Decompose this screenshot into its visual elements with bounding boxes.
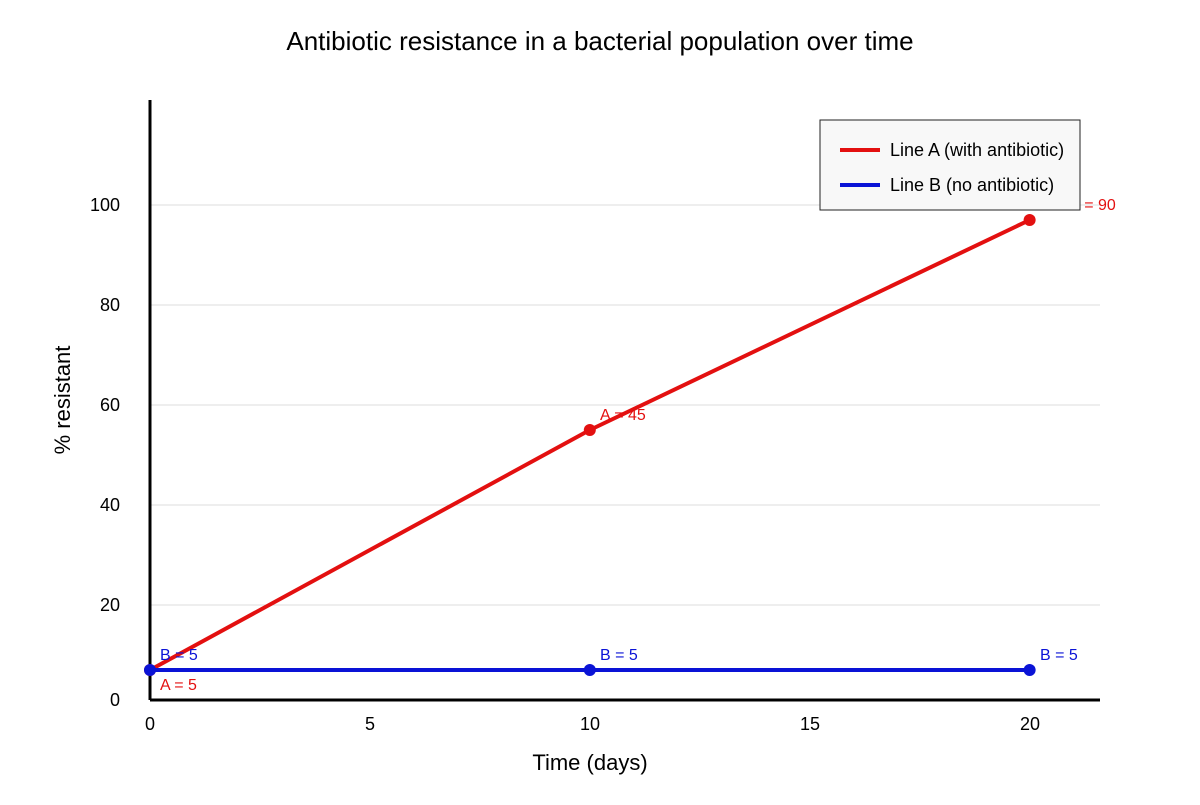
x-tick-label: 20 [1020, 714, 1040, 734]
data-labels: A = 5 A = 45 A = 90 B = 5 B = 5 B = 5 [160, 197, 1116, 694]
y-tick-label: 80 [100, 295, 120, 315]
series-line-a [149, 218, 1031, 672]
y-tick-label: 100 [90, 195, 120, 215]
point-b [583, 664, 596, 676]
chart-title: Antibiotic resistance in a bacterial pop… [286, 26, 913, 56]
y-axis-label: % resistant [50, 346, 75, 455]
x-tick-label: 15 [800, 714, 820, 734]
y-tick-label: 40 [100, 495, 120, 515]
point-a [583, 424, 596, 436]
y-tick-label: 60 [100, 395, 120, 415]
x-axis-label: Time (days) [532, 750, 647, 775]
y-tick-label: 0 [110, 690, 120, 710]
point-a [1023, 214, 1036, 226]
x-tick-label: 5 [365, 714, 375, 734]
series-layer [144, 214, 1036, 676]
x-tick-label: 0 [145, 714, 155, 734]
x-tick-label: 10 [580, 714, 600, 734]
legend-box [819, 119, 1081, 211]
legend: Line A (with antibiotic) Line B (no antib… [819, 119, 1081, 211]
y-tick-label: 20 [100, 595, 120, 615]
x-axis-ticks: 0 5 10 15 20 [145, 714, 1040, 734]
data-label-a: A = 45 [600, 407, 646, 424]
legend-label: Line B (no antibiotic) [890, 175, 1054, 195]
grid-lines [150, 204, 1100, 606]
point-b [1023, 664, 1036, 676]
data-label-b: B = 5 [600, 647, 638, 664]
y-axis-ticks: 0 20 40 60 80 100 [90, 195, 120, 710]
data-label-b: B = 5 [160, 647, 198, 664]
data-label-a: A = 90 [1070, 197, 1116, 214]
data-label-b: B = 5 [1040, 647, 1078, 664]
data-label-a: A = 5 [160, 677, 197, 694]
legend-label: Line A (with antibiotic) [890, 140, 1064, 160]
point-b [144, 664, 156, 676]
